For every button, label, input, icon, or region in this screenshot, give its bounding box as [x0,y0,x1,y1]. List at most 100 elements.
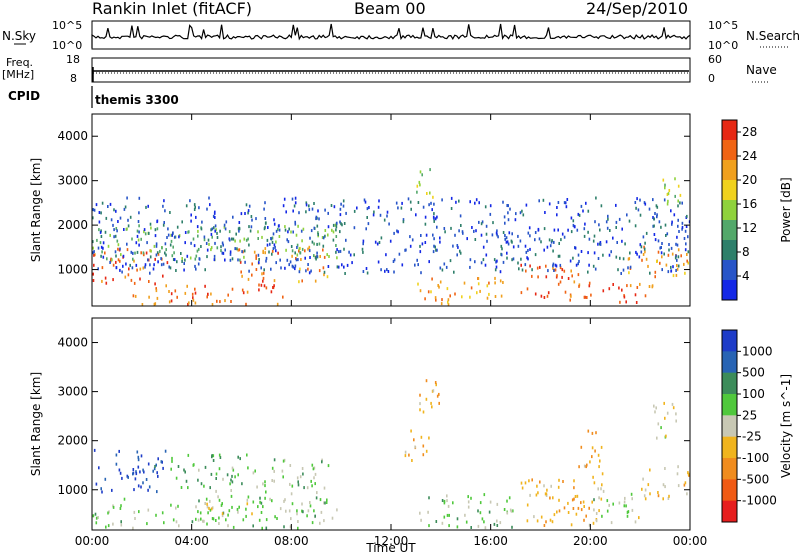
echo-cell [380,236,383,240]
echo-cell [164,242,167,246]
echo-cell [211,303,214,306]
echo-cell [411,238,414,242]
echo-cell [172,518,175,522]
echo-cell [529,493,531,497]
echo-cell [269,242,271,246]
echo-cell [319,255,321,258]
echo-cell [597,487,599,491]
echo-cell [237,455,239,459]
echo-cell [138,211,140,215]
echo-cell [553,240,555,244]
echo-cell [324,234,326,238]
echo-cell [131,237,133,241]
echo-cell [155,287,157,291]
echo-cell [197,229,199,233]
echo-cell [195,267,197,271]
echo-cell [133,488,135,492]
echo-cell [374,240,377,244]
echo-cell [570,294,572,298]
echo-cell [445,265,448,269]
echo-cell [356,206,358,210]
echo-cell [162,274,164,278]
echo-cell [529,247,531,251]
echo-cell [283,197,286,201]
echo-cell [492,221,494,225]
echo-cell [543,484,545,488]
echo-cell [210,292,212,296]
x-axis-label: Time UT [365,541,416,554]
echo-cell [552,496,554,500]
echo-cell [591,431,594,435]
echo-cell [674,194,676,198]
echo-cell [210,246,213,250]
echo-cell [116,229,118,233]
echo-cell [452,501,454,505]
echo-cell [112,223,114,227]
echo-cell [621,239,623,243]
echo-cell [322,236,325,240]
echo-cell [216,246,219,250]
echo-cell [291,249,294,253]
echo-cell [141,303,144,306]
echo-cell [321,236,324,239]
echo-cell [171,459,173,463]
echo-cell [149,263,151,267]
echo-cell [227,524,229,528]
echo-cell [297,480,299,484]
echo-cell [126,196,128,200]
echo-cell [485,232,488,236]
echo-cell [132,257,134,261]
echo-cell [631,508,634,512]
echo-cell [138,243,140,247]
echo-cell [335,228,337,232]
echo-cell [607,214,609,218]
echo-cell [575,263,578,267]
velocity-colorbar-frame [721,329,738,523]
echo-cell [165,253,167,257]
echo-cell [299,267,301,271]
echo-cell [343,247,345,251]
echo-cell [109,261,111,264]
echo-cell [529,264,531,268]
echo-region-1 [170,453,255,490]
echo-cell [237,473,239,477]
echo-cell [561,232,564,236]
echo-cell [687,471,689,475]
echo-cell [305,210,307,214]
echo-cell [268,250,270,254]
echo-cell [531,478,533,482]
echo-cell [557,201,560,204]
echo-cell [626,510,629,514]
echo-cell [502,231,505,234]
echo-cell [634,293,637,297]
echo-cell [138,510,140,514]
echo-cell [240,270,242,274]
echo-cell [649,492,651,496]
echo-cell [266,238,269,242]
echo-cell [673,213,676,217]
echo-cell [102,241,105,245]
echo-cell [537,491,539,495]
echo-cell [587,270,589,274]
echo-cell [225,220,228,224]
echo-cell [684,229,687,233]
echo-cell [184,291,187,295]
echo-cell [456,244,459,247]
echo-cell [534,231,537,234]
echo-cell [578,213,581,217]
echo-cell [297,483,300,487]
echo-cell [348,250,350,254]
echo-cell [123,497,126,501]
echo-cell [250,215,253,218]
echo-cell [247,466,249,470]
echo-cell [507,211,509,215]
echo-cell [525,250,528,254]
echo-cell [187,302,189,306]
echo-cell [665,263,668,267]
echo-cell [95,203,98,207]
echo-cell [234,247,236,251]
echo-cell [585,201,587,205]
echo-cell [336,256,338,260]
echo-cell [231,505,233,509]
echo-cell [425,379,428,383]
